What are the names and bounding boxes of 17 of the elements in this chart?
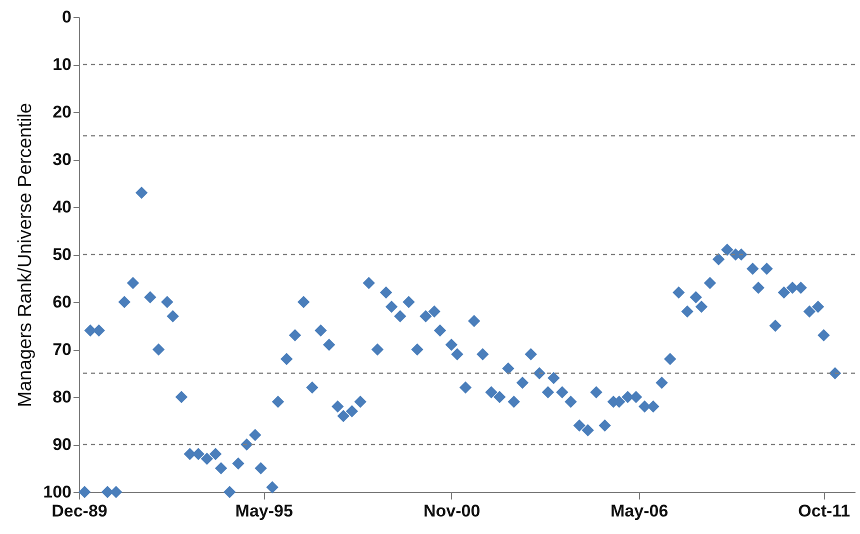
y-tick-label: 40 [52, 198, 72, 216]
y-tick-label: 30 [52, 150, 72, 169]
x-tick-label: Oct-11 [798, 502, 850, 520]
y-tick-label: 50 [52, 245, 72, 264]
y-axis-title: Managers Rank/Universe Percentile [15, 102, 36, 408]
y-tick-label: 0 [62, 8, 72, 26]
x-tick-label: Dec-89 [52, 502, 108, 520]
x-tick-label: Nov-00 [423, 502, 480, 520]
y-tick-label: 70 [52, 340, 72, 359]
y-tick-label: 60 [52, 292, 72, 312]
y-tick-label: 10 [52, 55, 72, 74]
y-tick-label: 100 [43, 482, 72, 502]
y-tick-label: 90 [52, 435, 72, 454]
x-tick-label: May-95 [235, 502, 293, 520]
y-tick-label: 20 [52, 102, 72, 122]
y-tick-label: 80 [52, 388, 72, 406]
x-tick-label: May-06 [610, 502, 668, 520]
